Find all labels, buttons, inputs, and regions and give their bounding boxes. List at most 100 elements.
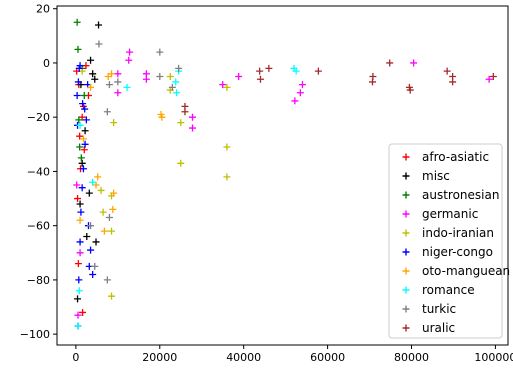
legend-marker bbox=[402, 305, 410, 313]
data-point bbox=[105, 81, 113, 89]
data-point bbox=[74, 195, 82, 203]
data-point bbox=[110, 189, 118, 197]
y-tick-label: −100 bbox=[20, 328, 50, 341]
data-point bbox=[485, 75, 493, 83]
legend-item-austronesian: austronesian bbox=[402, 188, 499, 202]
data-point bbox=[87, 83, 95, 91]
series-turkic bbox=[87, 40, 183, 284]
data-point bbox=[142, 75, 150, 83]
y-tick-label: −60 bbox=[27, 220, 50, 233]
data-point bbox=[74, 78, 82, 86]
legend-box bbox=[388, 143, 503, 339]
data-point bbox=[74, 260, 82, 268]
data-point bbox=[181, 108, 189, 116]
data-point bbox=[75, 116, 83, 124]
data-point bbox=[91, 75, 99, 83]
data-point bbox=[156, 48, 164, 56]
legend-marker bbox=[402, 210, 410, 218]
plot-frame bbox=[56, 5, 509, 346]
data-point bbox=[368, 78, 376, 86]
legend-label: afro-asiatic bbox=[422, 150, 489, 164]
data-point bbox=[76, 249, 84, 257]
data-point bbox=[158, 113, 166, 121]
legend-label: germanic bbox=[422, 207, 478, 221]
data-point bbox=[114, 89, 122, 97]
x-tick-label: 20000 bbox=[142, 351, 177, 364]
legend-label: indo-iranian bbox=[422, 226, 494, 240]
data-point bbox=[81, 140, 89, 148]
data-point bbox=[223, 83, 231, 91]
data-point bbox=[235, 73, 243, 81]
data-point bbox=[265, 64, 273, 72]
series-oto-manguean bbox=[76, 70, 166, 235]
data-point bbox=[108, 70, 116, 78]
data-point bbox=[177, 159, 185, 167]
data-point bbox=[75, 287, 83, 295]
data-point bbox=[78, 184, 86, 192]
data-point bbox=[410, 59, 418, 67]
legend-item-oto-manguean: oto-manguean bbox=[402, 264, 510, 278]
data-point bbox=[219, 81, 227, 89]
x-tick-label: 80000 bbox=[394, 351, 429, 364]
legend-item-niger-congo: niger-congo bbox=[402, 245, 493, 259]
data-point bbox=[80, 91, 88, 99]
data-point bbox=[92, 238, 100, 246]
data-point bbox=[100, 227, 108, 235]
data-point bbox=[156, 73, 164, 81]
data-point bbox=[89, 70, 97, 78]
data-point bbox=[74, 322, 82, 330]
data-point bbox=[77, 208, 85, 216]
data-point bbox=[94, 173, 102, 181]
data-point bbox=[189, 113, 197, 121]
y-tick-label: −80 bbox=[27, 274, 50, 287]
legend-label: niger-congo bbox=[422, 245, 493, 259]
data-point bbox=[291, 97, 299, 105]
x-tick-label: 100000 bbox=[474, 351, 513, 364]
data-point bbox=[109, 205, 117, 213]
data-point bbox=[173, 89, 181, 97]
data-point bbox=[126, 48, 134, 56]
data-point bbox=[406, 86, 414, 94]
data-point bbox=[73, 181, 81, 189]
legend-marker bbox=[402, 324, 410, 332]
data-point bbox=[449, 78, 457, 86]
data-point bbox=[81, 127, 89, 135]
data-point bbox=[79, 308, 87, 316]
x-axis: 0 20000 40000 60000 80000 100000 bbox=[72, 345, 513, 364]
data-point bbox=[166, 73, 174, 81]
data-point bbox=[75, 64, 83, 72]
y-tick-label: −40 bbox=[27, 165, 50, 178]
data-point bbox=[76, 143, 84, 151]
data-point bbox=[76, 216, 84, 224]
data-point bbox=[76, 132, 84, 140]
y-tick-label: −20 bbox=[27, 111, 50, 124]
data-point bbox=[97, 186, 105, 194]
data-point bbox=[108, 292, 116, 300]
data-point bbox=[223, 143, 231, 151]
data-point bbox=[87, 222, 95, 230]
data-point bbox=[77, 154, 85, 162]
data-point bbox=[223, 173, 231, 181]
legend-item-germanic: germanic bbox=[402, 207, 478, 221]
x-tick-label: 40000 bbox=[226, 351, 261, 364]
series-indo-iranian bbox=[78, 67, 231, 300]
data-point bbox=[73, 18, 81, 26]
data-point bbox=[95, 40, 103, 48]
data-point bbox=[123, 83, 131, 91]
legend-item-uralic: uralic bbox=[402, 321, 455, 335]
data-point bbox=[81, 105, 89, 113]
data-point bbox=[314, 67, 322, 75]
data-point bbox=[82, 62, 90, 70]
data-point bbox=[82, 116, 90, 124]
data-point bbox=[79, 100, 87, 108]
data-point bbox=[256, 67, 264, 75]
data-point bbox=[95, 21, 103, 29]
series-misc bbox=[74, 21, 103, 303]
data-point bbox=[79, 135, 87, 143]
data-point bbox=[298, 81, 306, 89]
data-point bbox=[87, 246, 95, 254]
data-point bbox=[79, 165, 87, 173]
data-point bbox=[91, 262, 99, 270]
data-point bbox=[87, 56, 95, 64]
